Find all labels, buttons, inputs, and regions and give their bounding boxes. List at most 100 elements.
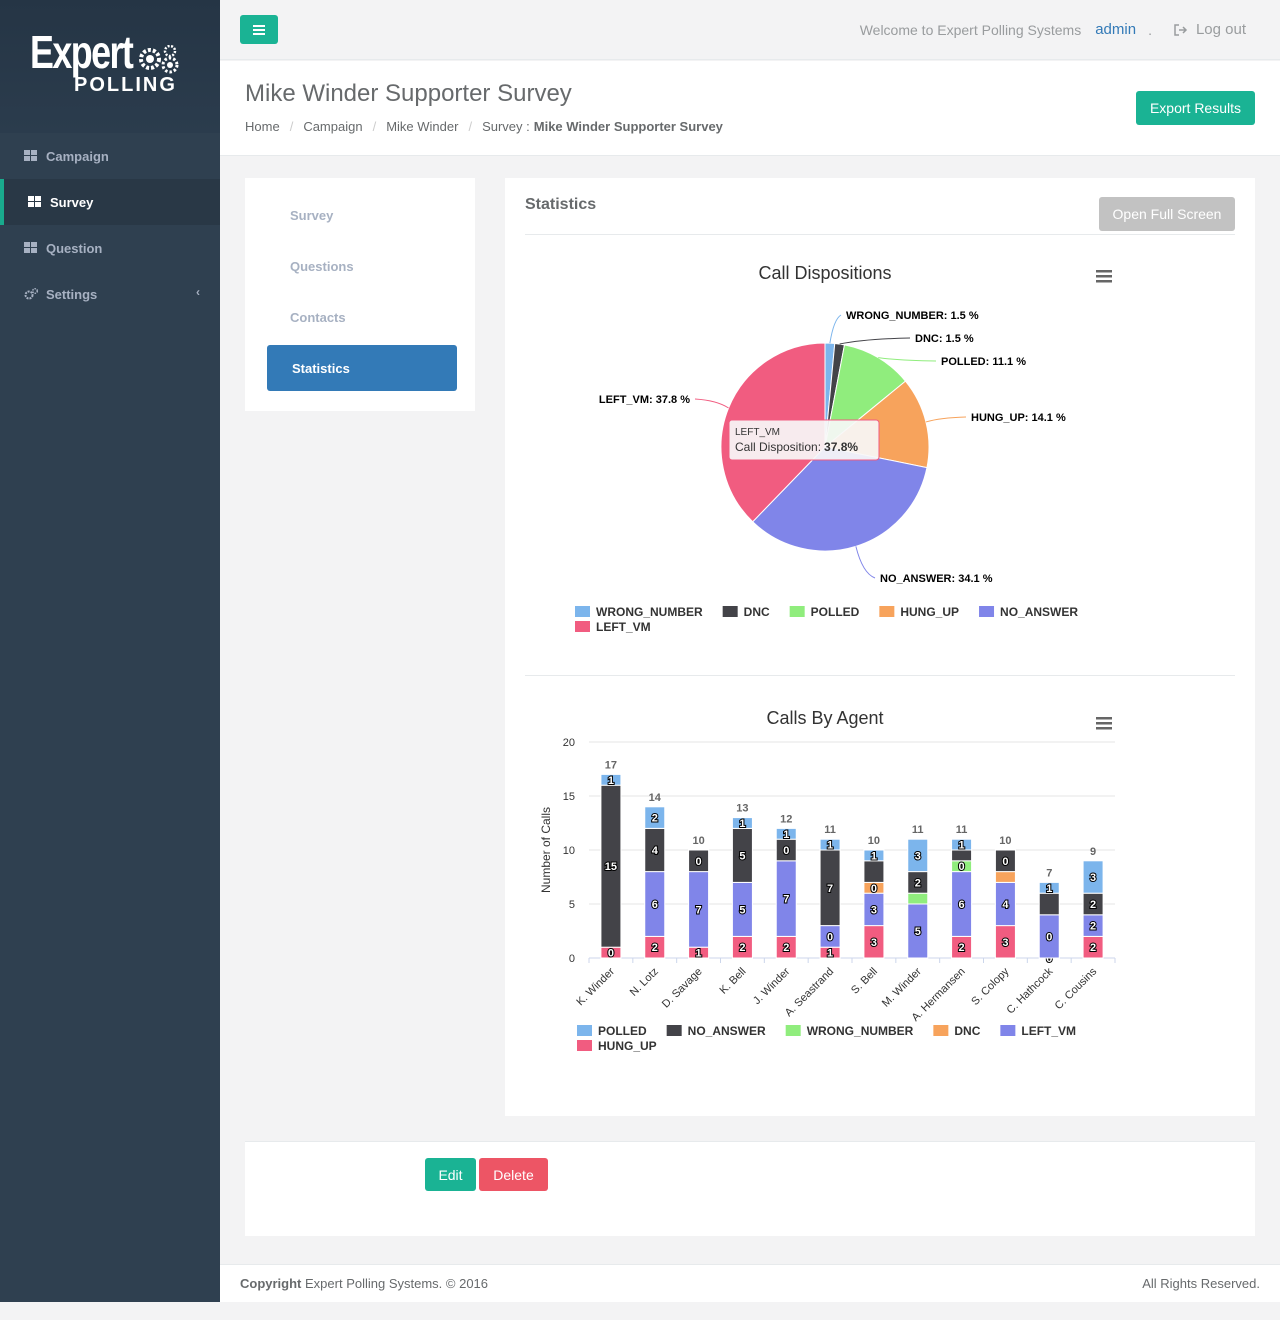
chart-title: Calls By Agent bbox=[766, 708, 883, 728]
open-full-screen-button[interactable]: Open Full Screen bbox=[1099, 197, 1235, 231]
bar-segment[interactable] bbox=[1038, 892, 1060, 916]
bar-segment[interactable] bbox=[951, 849, 973, 862]
bar-segment[interactable] bbox=[994, 849, 1016, 873]
legend-swatch bbox=[933, 1025, 949, 1036]
data-label-connector bbox=[839, 337, 911, 345]
menu-bar bbox=[1096, 270, 1112, 273]
data-label: 0 bbox=[783, 845, 789, 857]
legend-item-hung-up[interactable]: HUNG_UP bbox=[577, 1039, 657, 1053]
legend-item-dnc[interactable]: DNC bbox=[722, 605, 770, 619]
logo-area: Expert POLLING bbox=[0, 0, 220, 133]
tab-questions[interactable]: Questions bbox=[290, 259, 354, 274]
bar-segment[interactable] bbox=[600, 773, 622, 786]
legend-item-no-answer[interactable]: NO_ANSWER bbox=[666, 1024, 766, 1038]
legend-label: NO_ANSWER bbox=[688, 1024, 766, 1038]
chevron-left-icon[interactable]: ‹ bbox=[196, 285, 200, 299]
bar-segment[interactable] bbox=[1038, 881, 1060, 894]
data-label-no-answer: NO_ANSWER: 34.1 % bbox=[880, 573, 993, 585]
data-label-connector bbox=[829, 314, 842, 344]
data-label: 1 bbox=[827, 948, 833, 960]
stack-total-label: 11 bbox=[912, 824, 924, 836]
logo-top-text: Expert bbox=[30, 25, 134, 78]
actions-box: Edit Delete bbox=[245, 1141, 1255, 1236]
x-axis-label: N. Lotz bbox=[628, 966, 661, 999]
legend-item-hung-up[interactable]: HUNG_UP bbox=[879, 605, 959, 619]
y-tick-label: 0 bbox=[569, 953, 575, 965]
breadcrumb-home[interactable]: Home bbox=[245, 119, 280, 134]
stack-total-label: 11 bbox=[824, 824, 836, 836]
legend-item-left-vm[interactable]: LEFT_VM bbox=[1000, 1024, 1076, 1038]
bar-segment[interactable] bbox=[951, 838, 973, 851]
statistics-title: Statistics bbox=[525, 196, 597, 213]
data-label: 5 bbox=[739, 850, 745, 862]
data-label-dnc: DNC: 1.5 % bbox=[915, 333, 974, 345]
legend-swatch bbox=[785, 1025, 801, 1036]
data-label: 2 bbox=[1090, 942, 1096, 954]
menu-bar bbox=[1096, 717, 1112, 720]
bar-segment[interactable] bbox=[644, 806, 666, 829]
stack-total-label: 10 bbox=[868, 835, 880, 847]
data-label-connector bbox=[694, 398, 729, 409]
user-link[interactable]: admin bbox=[1095, 21, 1137, 38]
breadcrumb-survey-prefix: Survey : bbox=[482, 119, 530, 134]
tab-contacts[interactable]: Contacts bbox=[290, 310, 346, 325]
sidebar-item-survey[interactable]: Survey bbox=[0, 179, 220, 225]
menu-toggle-button[interactable] bbox=[240, 15, 278, 44]
data-label: 6 bbox=[652, 899, 658, 911]
breadcrumb-mike-winder[interactable]: Mike Winder bbox=[386, 119, 459, 134]
legend-item-polled[interactable]: POLLED bbox=[789, 605, 860, 619]
bar-segment[interactable] bbox=[907, 838, 929, 873]
data-label: 1 bbox=[696, 948, 702, 960]
legend-label: POLLED bbox=[811, 605, 860, 619]
breadcrumb-campaign[interactable]: Campaign bbox=[303, 119, 363, 134]
legend-label: LEFT_VM bbox=[596, 620, 651, 634]
legend-item-wrong-number[interactable]: WRONG_NUMBER bbox=[575, 605, 703, 619]
pie-slice-no-answer[interactable] bbox=[751, 446, 928, 552]
data-label: 3 bbox=[915, 850, 921, 862]
expert-polling-logo[interactable]: Expert POLLING bbox=[30, 27, 190, 107]
legend-item-wrong-number[interactable]: WRONG_NUMBER bbox=[785, 1024, 914, 1038]
breadcrumb-separator: / bbox=[468, 119, 473, 134]
divider bbox=[525, 234, 1235, 235]
stack-total-label: 10 bbox=[692, 835, 704, 847]
sidebar-item-campaign[interactable]: Campaign bbox=[0, 133, 220, 179]
legend-item-left-vm[interactable]: LEFT_VM bbox=[575, 620, 651, 634]
data-label: 5 bbox=[915, 926, 921, 938]
export-results-button[interactable]: Export Results bbox=[1136, 91, 1255, 125]
data-label: 2 bbox=[1090, 899, 1096, 911]
bar-segment[interactable] bbox=[819, 838, 841, 851]
bar-segment[interactable] bbox=[863, 849, 885, 862]
logout-link[interactable]: Log out bbox=[1174, 21, 1246, 38]
bar-segment[interactable] bbox=[688, 849, 710, 873]
legend-swatch bbox=[789, 606, 805, 617]
y-tick-label: 20 bbox=[563, 737, 575, 749]
chart-menu-icon[interactable] bbox=[1096, 270, 1112, 283]
bar-segment[interactable] bbox=[731, 817, 753, 829]
legend-item-no-answer[interactable]: NO_ANSWER bbox=[979, 605, 1078, 619]
copyright: Copyright Expert Polling Systems. © 2016 bbox=[240, 1276, 488, 1291]
data-label: 0 bbox=[696, 856, 702, 868]
grid-icon bbox=[24, 242, 37, 253]
bar-segment[interactable] bbox=[994, 871, 1016, 883]
bar-segment[interactable] bbox=[863, 860, 885, 883]
data-label: 4 bbox=[652, 845, 659, 857]
delete-button[interactable]: Delete bbox=[479, 1158, 548, 1191]
x-axis-label: M. Winder bbox=[880, 965, 924, 1009]
legend-item-polled[interactable]: POLLED bbox=[577, 1024, 647, 1038]
edit-button[interactable]: Edit bbox=[425, 1158, 476, 1191]
footer: Copyright Expert Polling Systems. © 2016… bbox=[220, 1264, 1280, 1302]
legend-item-dnc[interactable]: DNC bbox=[933, 1024, 981, 1038]
bar-segment[interactable] bbox=[775, 827, 797, 840]
data-label: 2 bbox=[652, 942, 658, 954]
x-axis-label: K. Bell bbox=[718, 966, 749, 997]
tab-survey[interactable]: Survey bbox=[290, 208, 334, 223]
sidebar-item-settings[interactable]: Settings ‹ bbox=[0, 271, 220, 317]
chart-menu-icon[interactable] bbox=[1096, 717, 1112, 730]
data-label: 3 bbox=[1002, 937, 1008, 949]
bar-segment[interactable] bbox=[907, 892, 929, 905]
x-axis-label: C. Cousins bbox=[1053, 965, 1100, 1012]
sidebar-item-question[interactable]: Question bbox=[0, 225, 220, 271]
stack-total-label: 10 bbox=[999, 835, 1011, 847]
bar-segment[interactable] bbox=[1082, 860, 1104, 894]
tab-statistics[interactable]: Statistics bbox=[267, 345, 457, 391]
